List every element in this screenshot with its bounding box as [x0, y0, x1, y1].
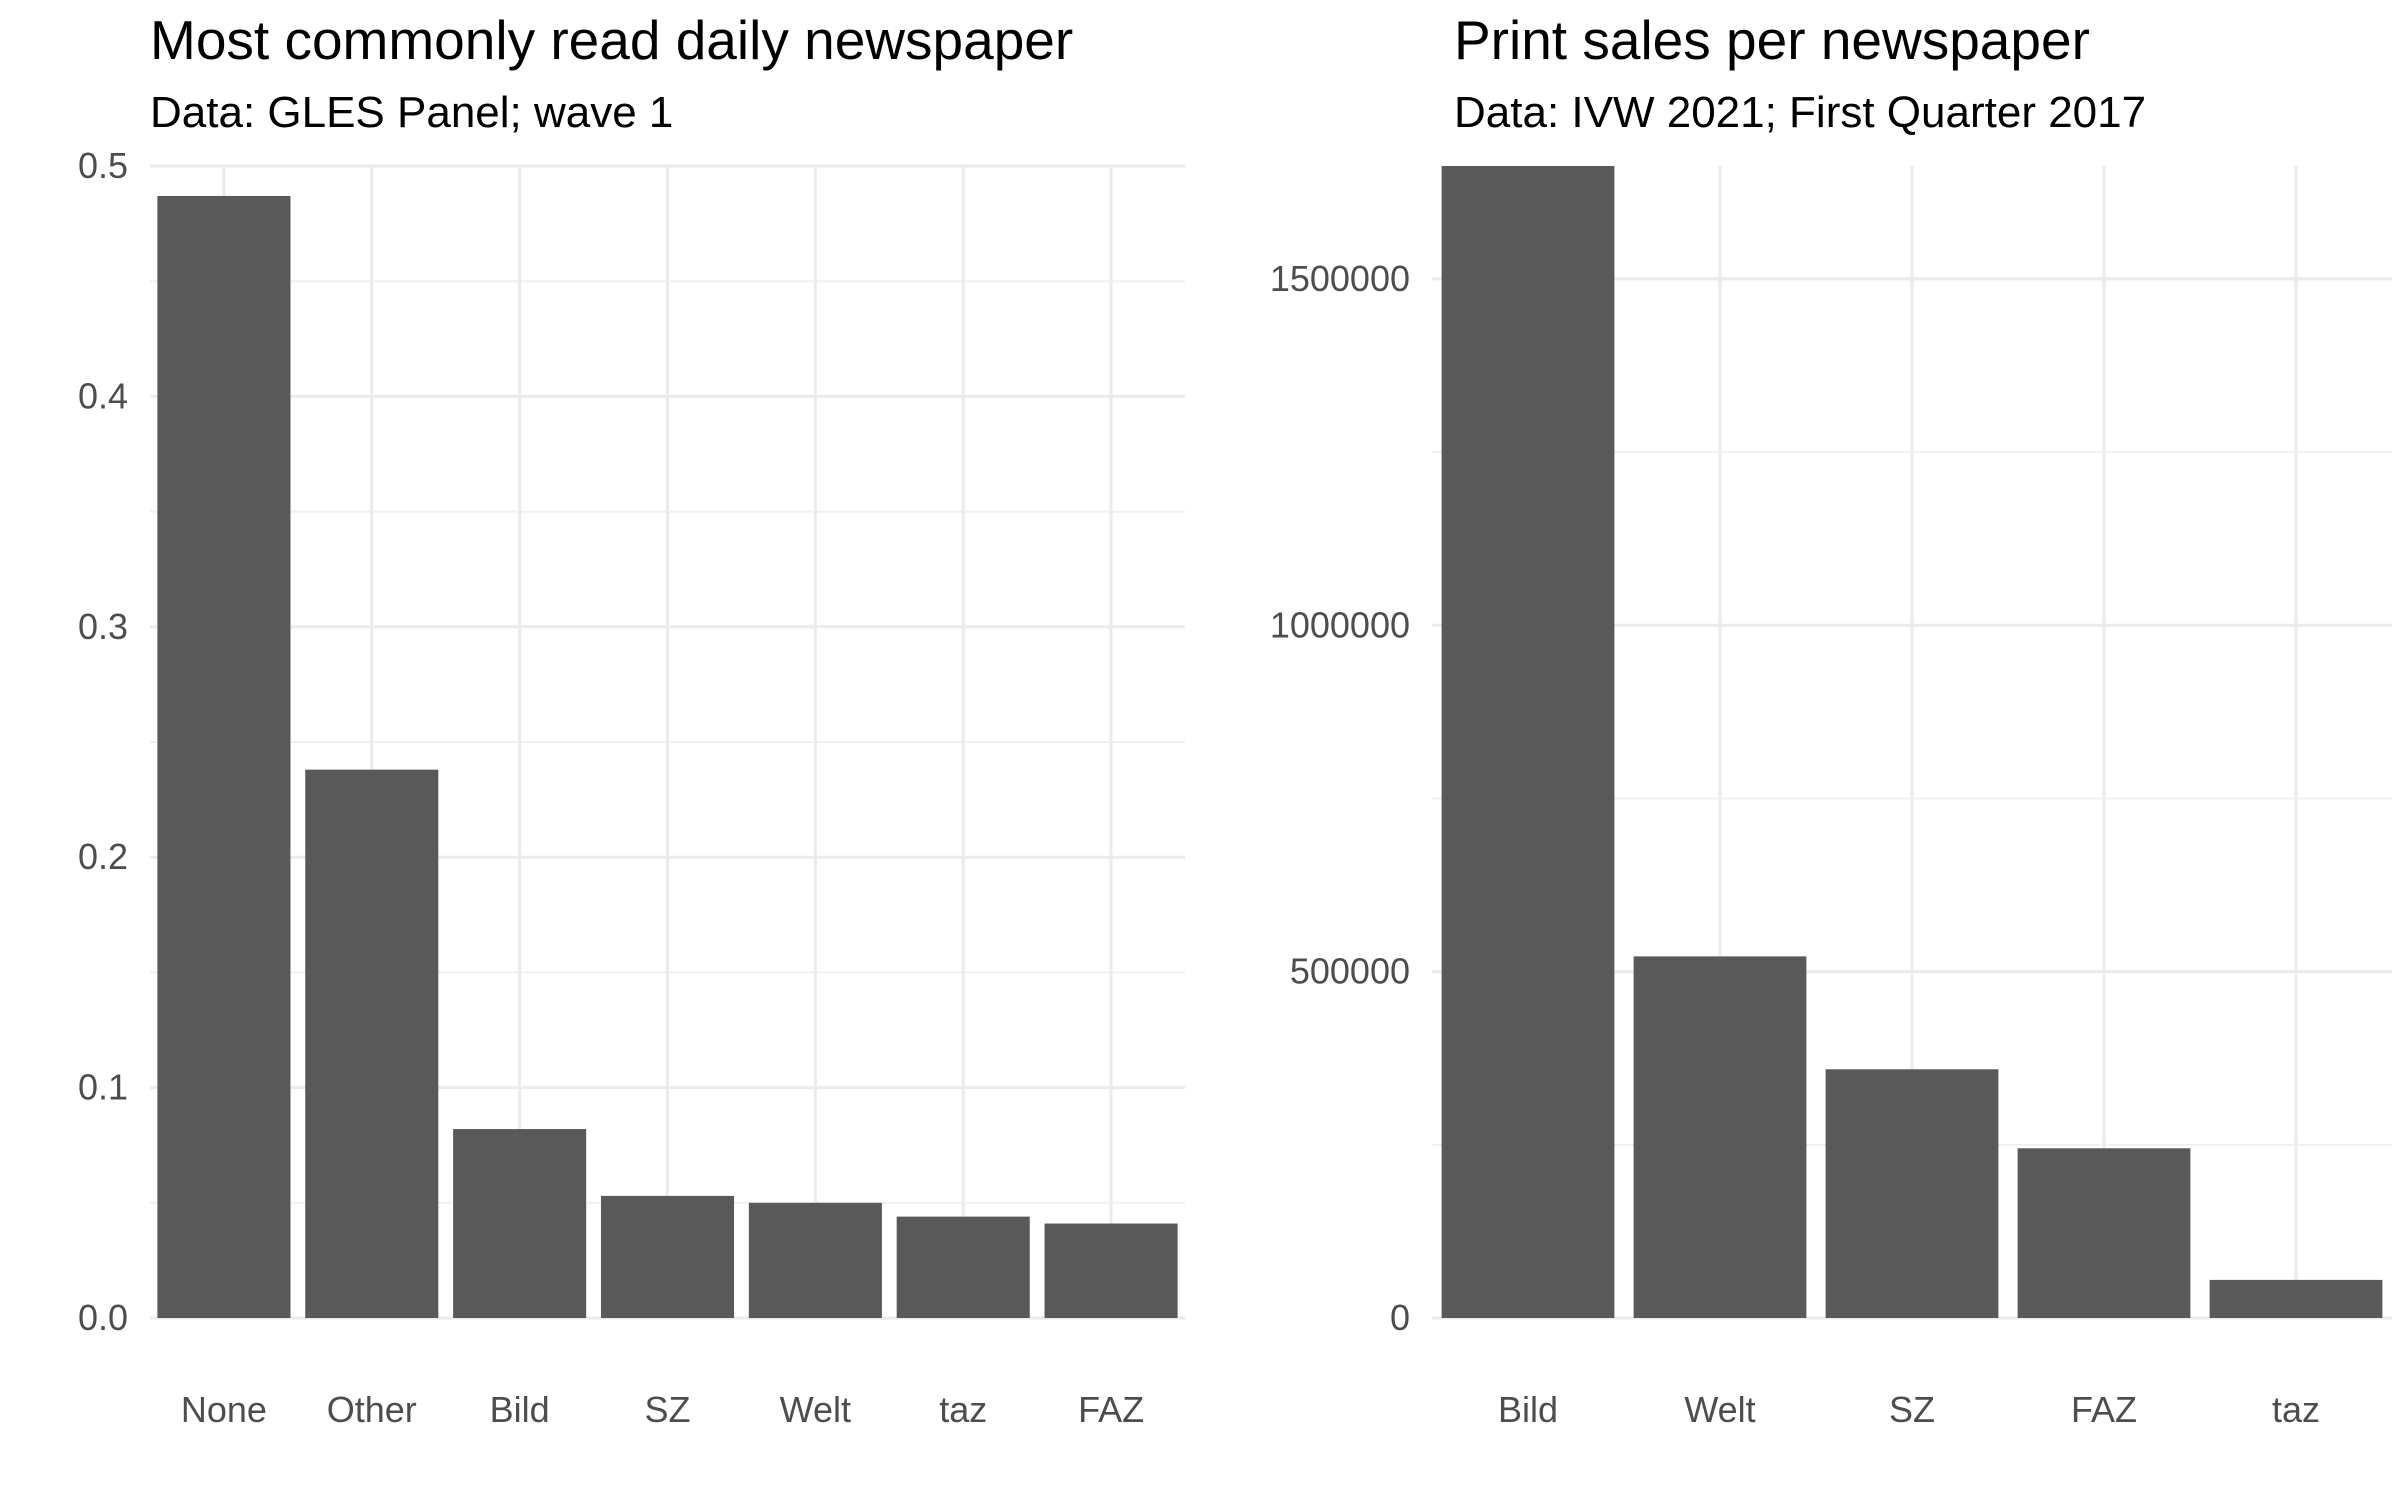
x-tick-label: SZ: [1889, 1389, 1935, 1430]
y-tick-label: 1500000: [1270, 258, 1410, 299]
x-tick-label: Bild: [1498, 1389, 1558, 1430]
x-tick-label: Welt: [780, 1389, 851, 1430]
bar-bild: [1441, 166, 1615, 1318]
x-axis-tick-labels: Bild Welt SZ FAZ taz: [1498, 1389, 2320, 1430]
bar-faz: [1044, 1223, 1178, 1318]
x-tick-label: None: [181, 1389, 267, 1430]
chart-title: Most commonly read daily newspaper: [150, 9, 1074, 71]
x-tick-label: FAZ: [1078, 1389, 1144, 1430]
y-tick-label: 0.0: [78, 1297, 128, 1338]
x-tick-label: Bild: [490, 1389, 550, 1430]
y-tick-label: 0.1: [78, 1067, 128, 1108]
bar-chart-print-sales: 0 500000 1000000 1500000 Bild Welt SZ FAZ taz: [1270, 166, 2392, 1430]
chart-title: Print sales per newspaper: [1454, 9, 2090, 71]
y-tick-label: 0.4: [78, 375, 128, 416]
bar-other: [305, 769, 439, 1318]
y-axis-tick-labels: 0 500000 1000000 1500000: [1270, 258, 1410, 1338]
y-tick-label: 0.3: [78, 606, 128, 647]
y-tick-label: 0: [1390, 1297, 1410, 1338]
x-tick-label: Other: [327, 1389, 417, 1430]
bar-bild: [453, 1129, 587, 1318]
bar-chart-readership: 0.0 0.1 0.2 0.3 0.4 0.5 None Other Bild SZ Welt taz…: [78, 145, 1185, 1430]
chart-subtitle: Data: IVW 2021; First Quarter 2017: [1454, 88, 2147, 137]
bar-welt: [1633, 956, 1807, 1318]
x-tick-label: Welt: [1684, 1389, 1755, 1430]
y-tick-label: 1000000: [1270, 604, 1410, 645]
bars: [157, 195, 1178, 1318]
x-tick-label: FAZ: [2071, 1389, 2137, 1430]
x-tick-label: taz: [2272, 1389, 2320, 1430]
x-axis-tick-labels: None Other Bild SZ Welt taz FAZ: [181, 1389, 1144, 1430]
bar-taz: [2209, 1279, 2383, 1318]
x-tick-label: SZ: [644, 1389, 690, 1430]
y-axis-tick-labels: 0.0 0.1 0.2 0.3 0.4 0.5: [78, 145, 128, 1338]
y-tick-label: 500000: [1290, 951, 1410, 992]
bars: [1441, 166, 2383, 1318]
bar-taz: [896, 1216, 1030, 1318]
bar-welt: [748, 1202, 882, 1318]
bar-none: [157, 195, 291, 1318]
chart-panel-print-sales: Print sales per newspaper Data: IVW 2021…: [1200, 0, 2400, 1500]
bar-faz: [2017, 1148, 2191, 1318]
bar-sz: [1825, 1069, 1999, 1318]
y-tick-label: 0.5: [78, 145, 128, 186]
chart-panel-readership: Most commonly read daily newspaper Data:…: [78, 9, 1185, 1430]
chart-subtitle: Data: GLES Panel; wave 1: [150, 88, 674, 137]
y-tick-label: 0.2: [78, 836, 128, 877]
bar-sz: [600, 1195, 735, 1318]
x-tick-label: taz: [939, 1389, 987, 1430]
